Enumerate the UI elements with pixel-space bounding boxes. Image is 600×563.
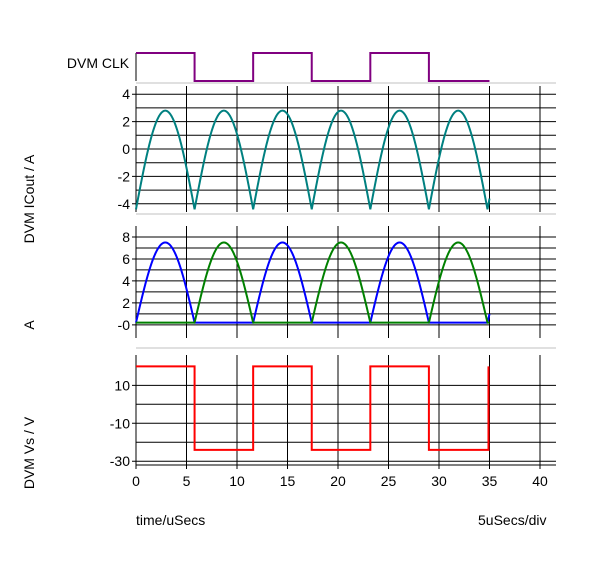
x-tick-label: 15 [280, 473, 296, 489]
y-tick-label: -2 [118, 168, 131, 184]
y-tick-label: 2 [122, 114, 130, 130]
x-tick-label: 5 [183, 473, 191, 489]
x-tick-label: 0 [132, 473, 140, 489]
time-scale-label: 5uSecs/div [478, 512, 547, 528]
x-tick-label: 35 [482, 473, 498, 489]
series-line [135, 241, 491, 324]
y-tick-label: -10 [110, 415, 130, 431]
vs-panel: DVM Vs / V -30 -10 10 0 5 10 15 20 25 30 35 40 [21, 355, 556, 489]
y-tick-label: -30 [110, 453, 130, 469]
y-tick-label: 8 [122, 229, 130, 245]
series-line [136, 52, 490, 82]
y-axis-label: DVM CLK [67, 55, 130, 71]
y-tick-label: 6 [122, 251, 130, 267]
x-axis-unit-label: time/uSecs [136, 512, 206, 528]
y-axis-label: DVM Vs / V [21, 416, 37, 489]
y-axis-label: A [21, 320, 37, 330]
y-tick-label: 4 [122, 273, 130, 289]
x-tick-label: 20 [330, 473, 346, 489]
icout-panel: DVM ICout / A -4 -2 0 2 4 [21, 86, 556, 243]
x-tick-label: 25 [381, 473, 397, 489]
y-tick-label: 2 [122, 295, 130, 311]
x-tick-label: 30 [431, 473, 447, 489]
y-tick-label: -0 [118, 317, 131, 333]
series-line [136, 365, 490, 451]
y-axis-label: DVM ICout / A [21, 154, 37, 243]
x-tick-label: 40 [532, 473, 548, 489]
x-tick-label: 10 [229, 473, 245, 489]
y-tick-label: -4 [118, 196, 131, 212]
series-line [135, 109, 491, 210]
y-tick-label: 10 [114, 377, 130, 393]
y-tick-label: 0 [122, 141, 130, 157]
current-panel: A -0 2 4 6 8 [21, 226, 556, 349]
clk-panel: DVM CLK [67, 52, 556, 84]
y-tick-label: 4 [122, 86, 130, 102]
series-line [136, 241, 490, 324]
